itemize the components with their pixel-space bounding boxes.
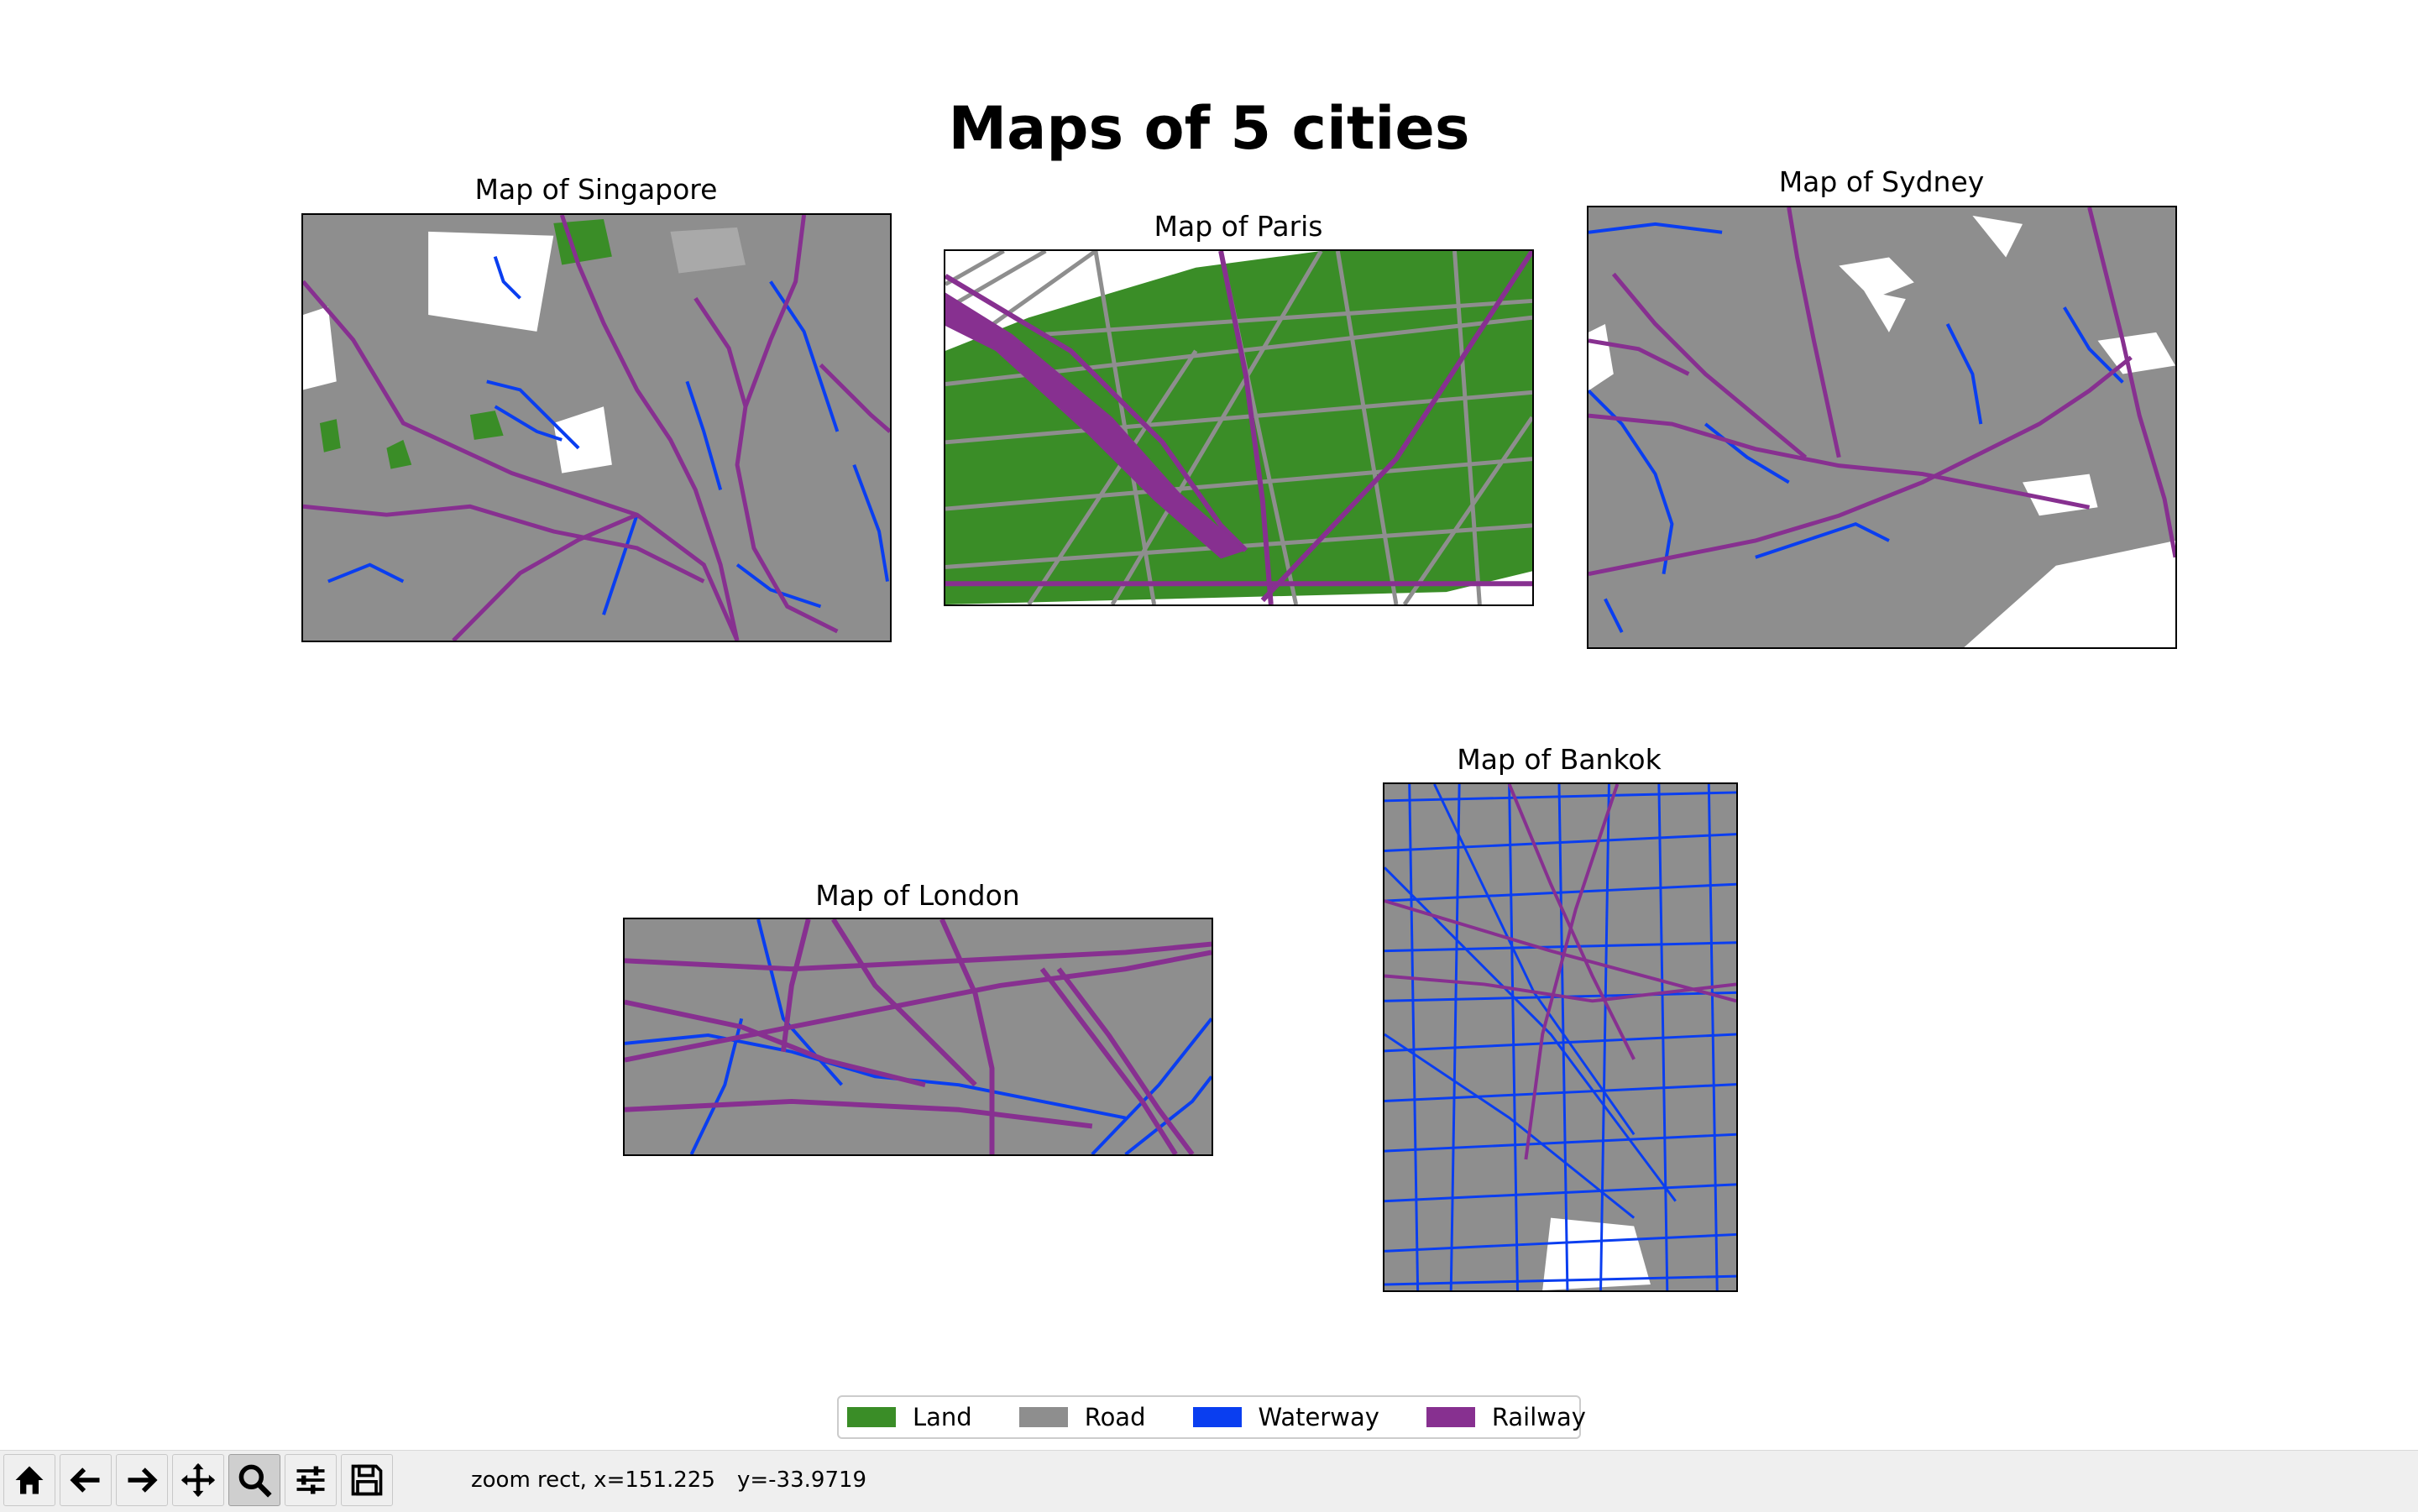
status-coordinates-y: y=-33.9719 [737, 1468, 867, 1493]
map-title-bankok: Map of Bankok [1457, 743, 1662, 776]
map-title-london: Map of London [815, 879, 1020, 912]
arrow-left-icon [70, 1468, 100, 1493]
legend-swatch-road [1018, 1407, 1068, 1427]
zoom-button[interactable] [228, 1454, 280, 1506]
legend-label-waterway: Waterway [1258, 1403, 1379, 1431]
legend-label-railway: Railway [1491, 1403, 1586, 1431]
map-bankok-plot [1384, 784, 1736, 1290]
move-icon [181, 1462, 216, 1498]
figure-suptitle: Maps of 5 cities [948, 94, 1470, 163]
map-london[interactable] [623, 918, 1213, 1156]
legend-item-waterway: Waterway [1192, 1403, 1379, 1431]
map-singapore-plot [303, 215, 890, 641]
legend-label-land: Land [913, 1403, 972, 1431]
floppy-disk-icon [351, 1464, 383, 1496]
legend-swatch-railway [1426, 1407, 1475, 1427]
map-paris[interactable] [944, 249, 1534, 606]
back-button[interactable] [60, 1454, 112, 1506]
map-sydney-plot [1588, 207, 2175, 647]
legend-item-land: Land [847, 1403, 972, 1431]
pan-button[interactable] [172, 1454, 224, 1506]
legend-swatch-land [847, 1407, 896, 1427]
navigation-toolbar: zoom rect, x=151.225 y=-33.9719 [0, 1450, 2418, 1512]
map-bankok[interactable] [1383, 782, 1738, 1292]
save-button[interactable] [341, 1454, 393, 1506]
map-title-singapore: Map of Singapore [474, 173, 718, 206]
legend: Land Road Waterway Railway [837, 1395, 1586, 1439]
legend-item-railway: Railway [1426, 1403, 1586, 1431]
arrow-right-icon [128, 1468, 158, 1493]
map-singapore[interactable] [301, 213, 892, 642]
legend-label-road: Road [1084, 1403, 1146, 1431]
configure-subplots-button[interactable] [285, 1454, 337, 1506]
legend-item-road: Road [1018, 1403, 1146, 1431]
map-london-plot [625, 919, 1212, 1154]
magnifier-icon [238, 1464, 272, 1498]
status-coordinates-mode: zoom rect, x=151.225 [471, 1468, 715, 1493]
legend-swatch-waterway [1192, 1407, 1242, 1427]
map-title-paris: Map of Paris [1154, 210, 1323, 243]
forward-button[interactable] [116, 1454, 168, 1506]
sliders-icon [296, 1466, 325, 1494]
map-title-sydney: Map of Sydney [1778, 165, 1985, 198]
home-button[interactable] [3, 1454, 55, 1506]
map-paris-plot [945, 251, 1532, 604]
map-sydney[interactable] [1587, 206, 2177, 649]
home-icon [15, 1466, 44, 1494]
